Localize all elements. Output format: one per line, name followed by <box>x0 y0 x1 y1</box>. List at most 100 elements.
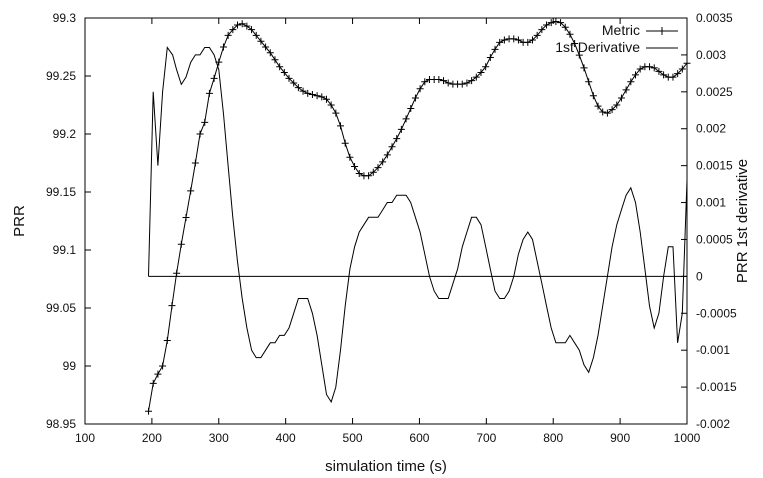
lines-layer <box>148 20 688 412</box>
data-point-metric <box>500 36 508 44</box>
data-point-metric <box>304 89 312 97</box>
data-point-metric <box>383 151 391 159</box>
data-point-metric <box>257 37 265 45</box>
data-point-metric <box>617 94 625 102</box>
data-point-metric <box>594 102 602 110</box>
data-point-metric <box>196 130 204 138</box>
data-point-metric <box>472 73 480 81</box>
data-point-metric <box>411 94 419 102</box>
data-point-metric <box>557 19 565 27</box>
x-tick-label: 800 <box>543 431 563 445</box>
data-point-metric <box>561 23 569 31</box>
y-tick-label: 99.15 <box>46 185 76 199</box>
data-point-metric <box>589 92 597 100</box>
data-point-metric <box>299 87 307 95</box>
data-point-metric <box>379 158 387 166</box>
data-point-metric <box>421 78 429 86</box>
data-point-metric <box>369 168 377 176</box>
data-point-metric <box>468 77 476 85</box>
y2-tick-label: 0.0005 <box>696 232 733 246</box>
y2-tick-label: 0.0015 <box>696 159 733 173</box>
data-point-metric <box>271 56 279 64</box>
data-point-metric <box>252 31 260 39</box>
x-tick-label: 500 <box>343 431 363 445</box>
data-point-metric <box>599 108 607 116</box>
data-point-metric <box>154 370 162 378</box>
data-point-metric <box>580 64 588 72</box>
y-tick-label: 99 <box>63 359 77 373</box>
data-point-metric <box>234 21 242 29</box>
x-axis-title: simulation time (s) <box>325 458 447 475</box>
x-tick-label: 300 <box>209 431 229 445</box>
data-point-metric <box>510 35 518 43</box>
y2-tick-label: 0.003 <box>696 48 726 62</box>
data-point-metric <box>149 379 157 387</box>
data-point-metric <box>444 79 452 87</box>
data-point-metric <box>191 159 199 167</box>
data-point-metric <box>290 79 298 87</box>
y-tick-label: 99.3 <box>53 11 77 25</box>
data-point-metric <box>631 71 639 79</box>
data-point-metric <box>173 269 181 277</box>
data-point-metric <box>458 80 466 88</box>
data-point-metric <box>524 38 532 46</box>
data-point-metric <box>486 53 494 61</box>
data-point-metric <box>201 118 209 126</box>
data-point-metric <box>332 109 340 117</box>
data-point-metric <box>627 78 635 86</box>
data-point-metric <box>547 19 555 27</box>
data-point-metric <box>678 65 686 73</box>
data-point-metric <box>622 86 630 94</box>
legend-label-metric: Metric <box>602 22 640 38</box>
data-point-metric <box>182 214 190 222</box>
data-point-metric <box>514 36 522 44</box>
data-point-metric <box>248 26 256 34</box>
data-point-metric <box>407 104 415 112</box>
data-point-metric <box>608 106 616 114</box>
y2-tick-label: 0.002 <box>696 122 726 136</box>
legend-marker-metric <box>658 27 666 35</box>
data-point-metric <box>646 63 654 71</box>
data-point-metric <box>674 70 682 78</box>
data-point-metric <box>163 336 171 344</box>
data-point-metric <box>482 63 490 71</box>
data-point-metric <box>313 92 321 100</box>
data-point-metric <box>683 59 691 67</box>
y2-tick-label: 0.0035 <box>696 11 733 25</box>
data-point-metric <box>238 20 246 28</box>
x-tick-label: 600 <box>409 431 429 445</box>
data-point-metric <box>351 162 359 170</box>
y-tick-label: 99.25 <box>46 69 76 83</box>
data-point-metric <box>355 169 363 177</box>
data-point-metric <box>308 91 316 99</box>
y-tick-label: 99.05 <box>46 301 76 315</box>
data-point-metric <box>533 31 541 39</box>
data-point-metric <box>543 21 551 29</box>
plot-frame <box>84 17 688 425</box>
data-point-metric <box>262 43 270 51</box>
y2-tick-label: 0 <box>696 269 703 283</box>
data-point-metric <box>341 139 349 147</box>
data-point-metric <box>388 143 396 151</box>
data-point-metric <box>224 31 232 39</box>
data-point-metric <box>463 79 471 87</box>
data-point-metric <box>346 153 354 161</box>
data-point-metric <box>177 240 185 248</box>
data-point-metric <box>187 187 195 195</box>
y2-tick-label: 0.001 <box>696 196 726 210</box>
series-line-metric <box>148 20 688 412</box>
data-point-metric <box>276 63 284 71</box>
data-point-metric <box>491 45 499 53</box>
y-axis-title: PRR <box>11 205 28 237</box>
series-line-derivative <box>148 46 688 404</box>
data-point-metric <box>660 71 668 79</box>
markers-layer <box>145 17 691 415</box>
data-point-metric <box>243 22 251 30</box>
x-tick-label: 200 <box>142 431 162 445</box>
y-tick-label: 99.1 <box>53 243 77 257</box>
data-point-metric <box>496 38 504 46</box>
data-point-metric <box>168 302 176 310</box>
data-point-metric <box>655 67 663 75</box>
data-point-metric <box>229 26 237 34</box>
